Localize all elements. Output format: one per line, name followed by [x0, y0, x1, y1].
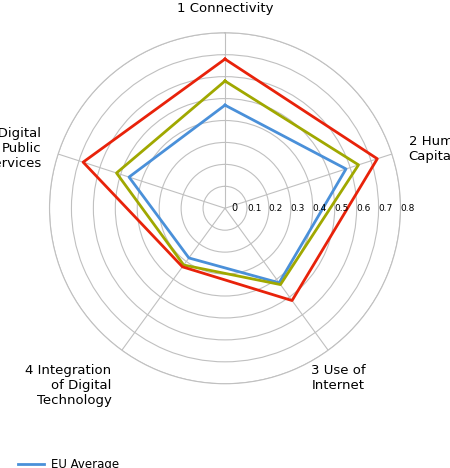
- Text: 3 Use of
Internet: 3 Use of Internet: [311, 365, 366, 393]
- Legend: EU Average, Average of countries running ahead, NO: EU Average, Average of countries running…: [14, 453, 268, 468]
- Text: 1 Connectivity: 1 Connectivity: [177, 2, 273, 15]
- Text: 0.3: 0.3: [291, 204, 305, 213]
- Text: 0.4: 0.4: [313, 204, 327, 213]
- Text: 0.5: 0.5: [335, 204, 349, 213]
- Text: 2 Human
Capital: 2 Human Capital: [409, 135, 450, 162]
- Text: 0.7: 0.7: [378, 204, 393, 213]
- Text: 0: 0: [232, 203, 238, 213]
- Text: 4 Integration
of Digital
Technology: 4 Integration of Digital Technology: [25, 365, 112, 408]
- Text: 5 Digital
Public
Services: 5 Digital Public Services: [0, 127, 41, 170]
- Text: 0.2: 0.2: [269, 204, 283, 213]
- Text: 0.8: 0.8: [400, 204, 415, 213]
- Text: 0.6: 0.6: [356, 204, 371, 213]
- Text: 0.1: 0.1: [247, 204, 261, 213]
